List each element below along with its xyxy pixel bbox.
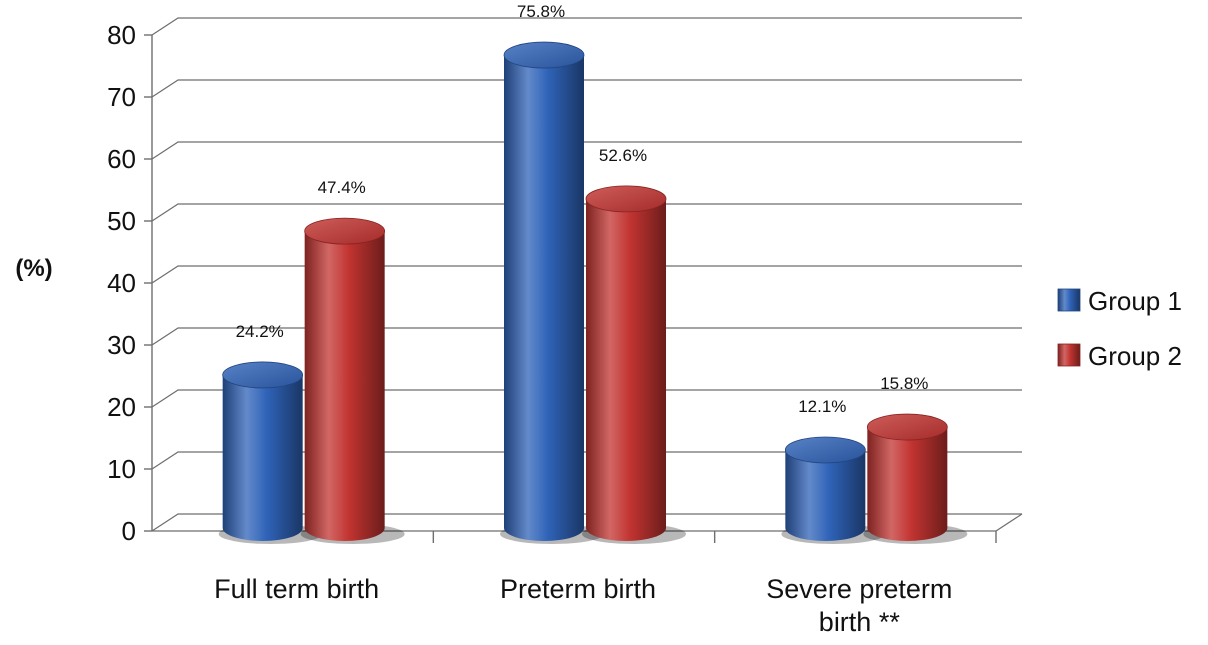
x-category-label: Full term birth	[214, 574, 379, 604]
gridline	[151, 265, 1022, 284]
y-tick-label: 40	[107, 268, 136, 298]
x-category-label: Severe preterm	[766, 574, 952, 604]
y-tick-label: 70	[107, 82, 136, 112]
x-category-label: birth **	[819, 607, 901, 637]
y-axis-title: (%)	[15, 255, 52, 282]
y-tick-label: 30	[107, 330, 136, 360]
labels: Full term birth 24.2% 47.4% Preterm birth 75…	[214, 2, 952, 637]
gridline	[151, 513, 1022, 532]
gridline	[151, 203, 1022, 222]
y-tick-label: 50	[107, 206, 136, 236]
gridline	[151, 79, 1022, 98]
gridline	[151, 389, 1022, 408]
y-tick-label: 0	[122, 516, 136, 546]
legend-swatch	[1057, 288, 1081, 312]
bar-top	[222, 361, 304, 389]
axes: 0 10 20 30 40 50 60 70 80 (%)	[15, 20, 997, 546]
bar-top	[866, 413, 948, 441]
gridline	[151, 327, 1022, 346]
legend-label: Group 2	[1088, 341, 1182, 371]
data-label: 12.1%	[798, 397, 846, 416]
gridline	[151, 141, 1022, 160]
legend-swatch	[1057, 343, 1081, 367]
bars	[218, 41, 968, 544]
x-category-label: Preterm birth	[500, 574, 656, 604]
data-label: 75.8%	[517, 2, 565, 21]
bar	[785, 449, 866, 541]
bar	[504, 55, 584, 541]
legend: Group 1 Group 2	[1057, 286, 1182, 371]
data-label: 52.6%	[599, 146, 647, 165]
gridline	[151, 451, 1022, 470]
y-tick-label: 20	[107, 392, 136, 422]
bar-top	[585, 185, 667, 213]
bar	[222, 374, 303, 541]
bar-top	[304, 217, 386, 245]
bar	[304, 231, 385, 541]
bar-top	[503, 41, 585, 69]
gridline	[151, 17, 1022, 36]
data-label: 47.4%	[318, 178, 366, 197]
data-label: 15.8%	[880, 374, 928, 393]
bar-top	[784, 436, 866, 464]
data-label: 24.2%	[236, 322, 284, 341]
gridlines	[151, 17, 1023, 532]
legend-label: Group 1	[1088, 286, 1182, 316]
y-tick-label: 80	[107, 20, 136, 50]
y-tick-label: 60	[107, 144, 136, 174]
y-tick-label: 10	[107, 454, 136, 484]
bar	[867, 427, 948, 541]
bar	[586, 198, 666, 541]
